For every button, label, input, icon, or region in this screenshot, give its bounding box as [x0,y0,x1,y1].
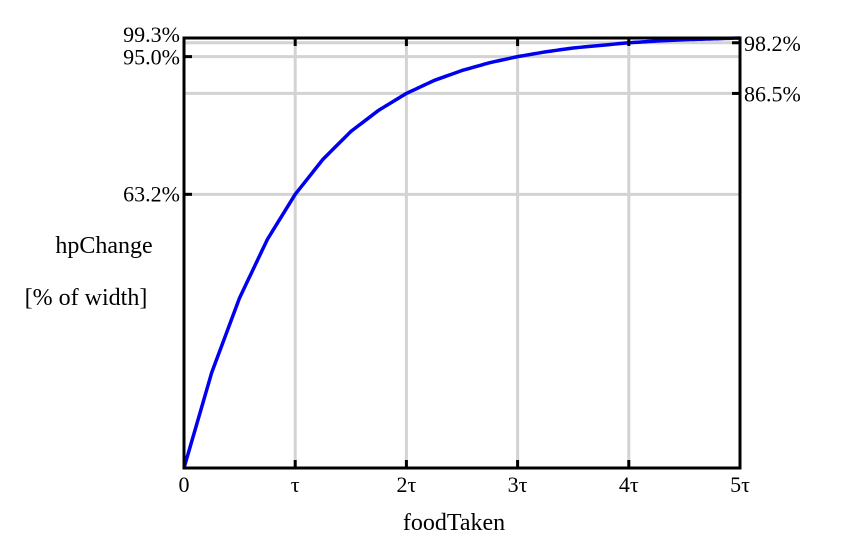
x-tick-label: 5τ [730,472,750,497]
plot-frame [182,36,742,470]
y-tick-label-left: 63.2% [123,181,180,206]
y-tick-label-right: 86.5% [744,81,801,106]
y-axis-title-line-1: hpChange [55,233,152,259]
x-tick-label: 3τ [508,472,528,497]
y-axis-title-line-2: [% of width] [25,285,148,311]
x-tick-label: 4τ [619,472,639,497]
label-layer: 0 τ 2τ 3τ 4τ 5τ 99.3%95.0% 63.2% 98.2% 86.5% foodT… [25,22,801,536]
x-tick-label: 0 [179,472,190,497]
curve-layer [182,36,741,469]
y-tick-label-left: 95.0% [123,45,180,70]
x-tick-label: 2τ [396,472,416,497]
frame-layer [182,36,742,470]
x-axis-title: foodTaken [403,510,505,536]
y-tick-label-left: 99.3% [123,22,180,47]
grid-layer [184,38,740,468]
series-line [182,36,741,469]
x-tick-label: τ [291,472,300,497]
y-tick-label-right: 98.2% [744,31,801,56]
